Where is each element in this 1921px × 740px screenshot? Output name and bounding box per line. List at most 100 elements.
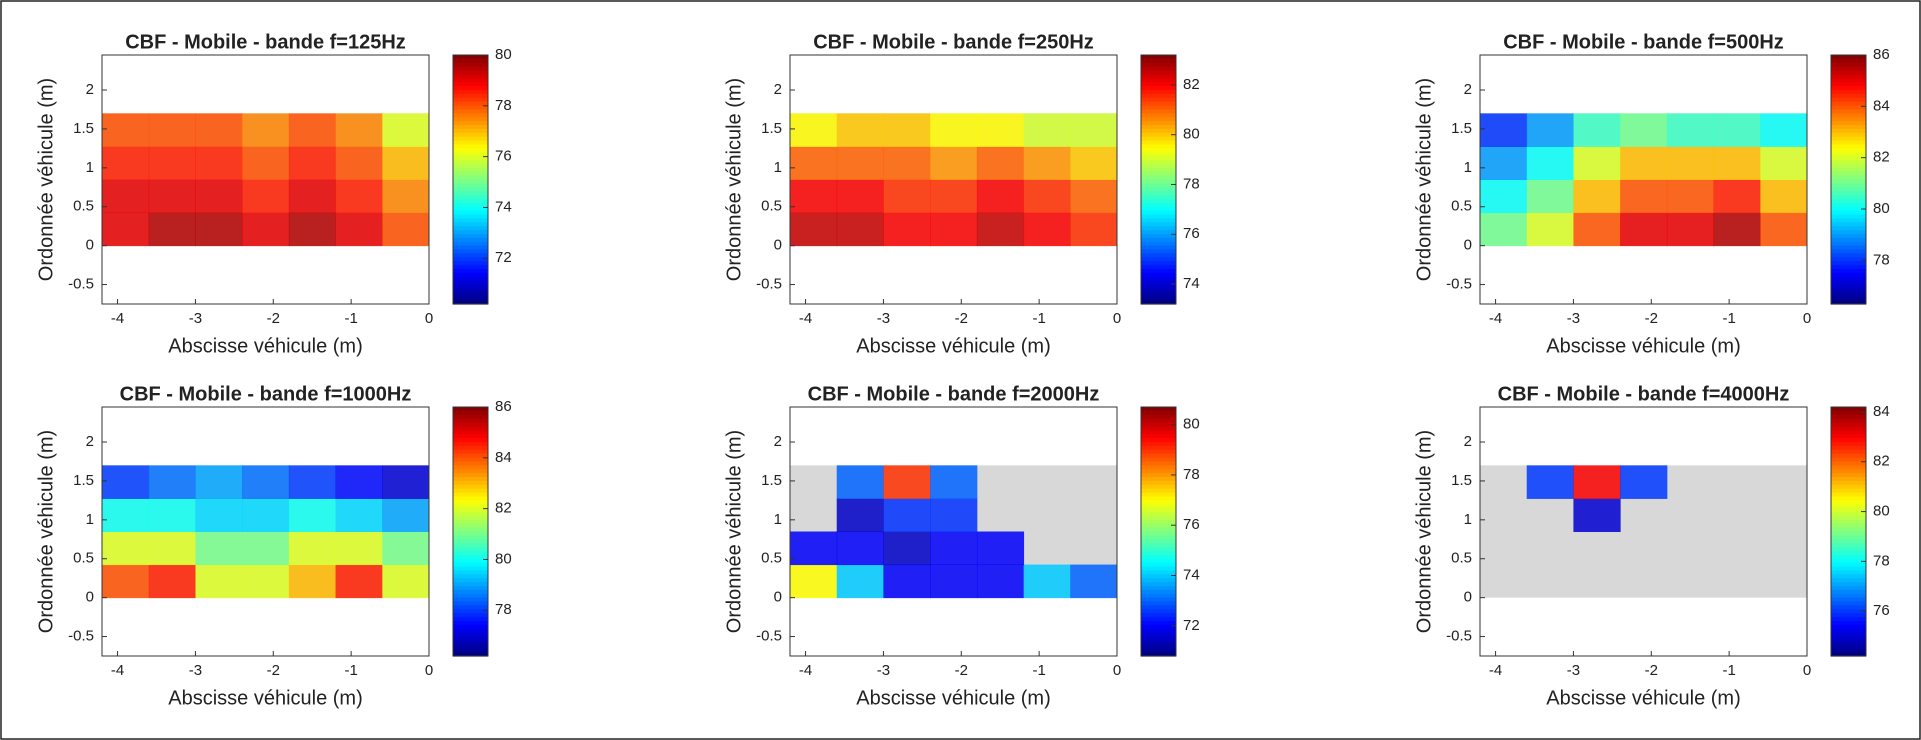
colorbar-segment [1141,249,1176,255]
colorbar-segment [453,640,488,645]
colorbar-segment [1831,105,1866,111]
colorbar-segment [453,480,488,486]
y-tick-label: 1 [86,511,94,528]
colorbar-segment [1831,465,1866,470]
colorbar-segment [453,442,488,447]
y-tick-label: 1 [86,159,94,176]
colorbar-segment [453,589,488,595]
colorbar-segment [1831,90,1866,95]
colorbar-segment [453,488,488,494]
colorbar-segment [1141,605,1176,610]
colorbar-tick-label: 78 [1183,466,1200,483]
colorbar-segment [1141,636,1176,642]
colorbar-segment [1141,284,1176,290]
y-tick-label: 1.5 [761,120,782,137]
colorbar-segment [1831,535,1866,540]
colorbar-segment [1831,636,1866,642]
colorbar-segment [1141,570,1176,575]
colorbar-segment [1141,628,1176,634]
heat-cell [382,113,430,147]
colorbar-segment [1831,78,1866,83]
colorbar-segment [453,426,488,431]
colorbar-segment [1831,414,1866,420]
colorbar-segment [1831,480,1866,486]
heat-cell [790,146,838,180]
colorbar-segment [1831,430,1866,435]
colorbar-box [1140,54,1177,305]
colorbar-segment [453,245,488,251]
colorbar-segment [453,241,488,247]
heat-cell [1480,113,1528,147]
x-axis-label: Abscisse véhicule (m) [168,335,363,357]
colorbar-segment [1141,226,1176,231]
colorbar-segment [1831,148,1866,153]
colorbar-segment [1831,609,1866,614]
heat-cell [930,212,978,247]
colorbar-segment [1141,148,1176,153]
colorbar-segment [453,422,488,428]
colorbar-tick-label: 76 [1873,602,1890,619]
y-tick-label: 1.5 [73,472,94,489]
x-axis-label: Abscisse véhicule (m) [856,335,1051,357]
colorbar-segment [1141,477,1176,482]
colorbar-segment [453,156,488,161]
colorbar-segment [1141,589,1176,595]
heat-cell [195,212,243,247]
colorbar-tick-label: 74 [1183,566,1200,583]
colorbar-segment [453,55,488,60]
colorbar-segment [1831,597,1866,603]
colorbar-segment [1141,617,1176,622]
colorbar-segment [1141,648,1176,653]
y-tick-label: 0.5 [1451,198,1472,215]
colorbar-segment [453,284,488,290]
heat-cell [976,179,1025,214]
heat-cell [335,146,383,180]
colorbar-segment [453,226,488,231]
heat-cell [883,564,931,599]
colorbar-segment [1141,74,1176,79]
colorbar-tick-label: 84 [1873,403,1890,420]
y-tick-label: 2 [86,81,94,98]
heat-cell [1070,564,1118,599]
colorbar-segment [1141,93,1176,99]
colorbar-segment [1831,527,1866,533]
colorbar-segment [1141,132,1176,138]
x-tick-label: 0 [425,310,433,327]
colorbar-segment [453,233,488,239]
y-tick-label: -0.5 [68,276,94,293]
colorbar-segment [1141,214,1176,220]
heat-cell [102,465,150,499]
colorbar-segment [1141,601,1176,607]
colorbar-segment [1831,202,1866,208]
colorbar-segment [1141,480,1176,486]
colorbar-segment [1141,261,1176,266]
colorbar-segment [453,261,488,266]
heat-cell [1760,146,1808,180]
colorbar-segment [1831,171,1866,177]
y-tick-label: 1 [1464,159,1472,176]
colorbar-segment [453,237,488,243]
colorbar-segment [1831,97,1866,103]
colorbar-segment [1831,640,1866,645]
colorbar-segment [453,449,488,455]
colorbar-segment [1141,418,1176,424]
colorbar-segment [1141,62,1176,68]
colorbar-segment [453,276,488,282]
y-tick-label: 0.5 [73,550,94,567]
colorbar-segment [453,585,488,591]
heat-cell [242,212,290,247]
colorbar-segment [453,86,488,91]
heat-cell [836,212,884,247]
colorbar-segment [1831,241,1866,247]
colorbar-segment [1141,410,1176,416]
colorbar-segment [1141,465,1176,470]
heat-cell [836,564,884,599]
colorbar-segment [1831,218,1866,223]
colorbar-segment [1141,550,1176,556]
colorbar-segment [453,438,488,443]
x-tick-label: -4 [1489,662,1502,679]
y-tick-label: 0.5 [761,550,782,567]
heat-cell [242,179,290,214]
colorbar-segment [1831,195,1866,200]
colorbar-segment [1141,652,1176,657]
